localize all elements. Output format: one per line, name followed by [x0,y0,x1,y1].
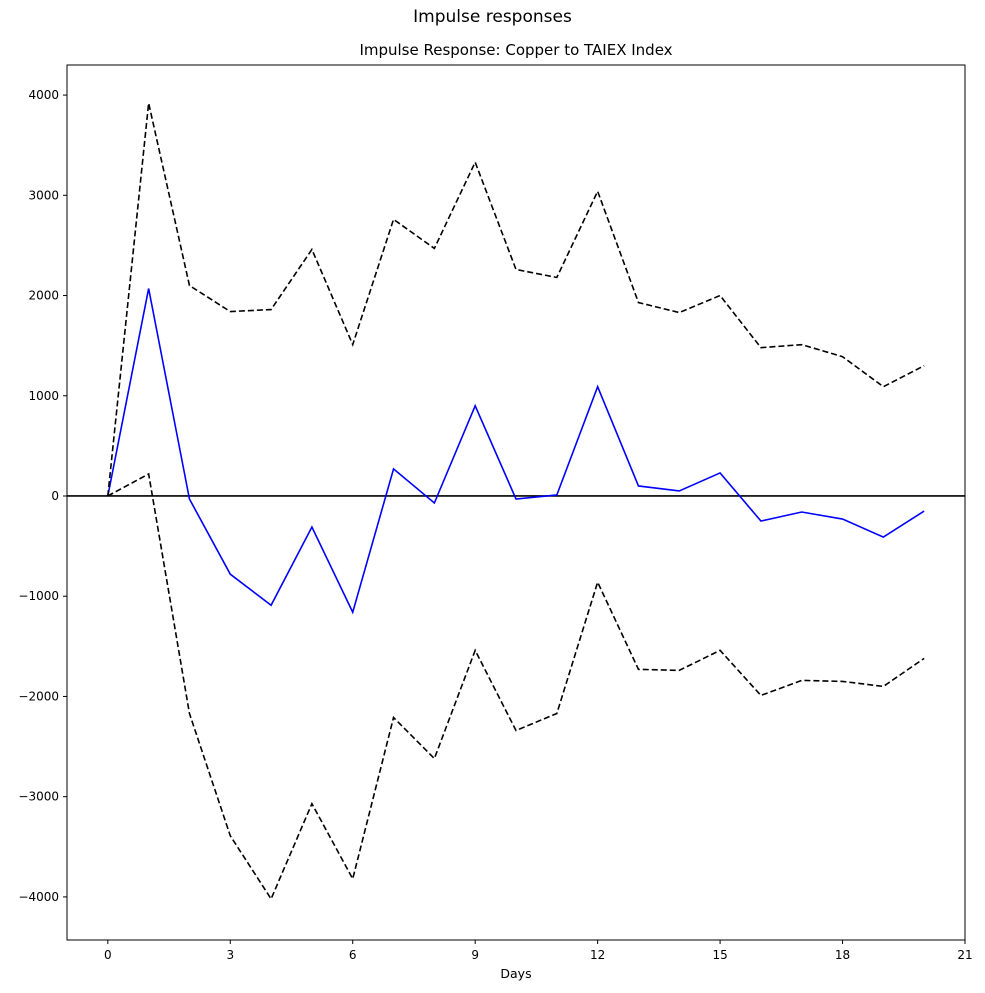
y-tick-label: −2000 [18,689,59,703]
chart-title: Impulse Response: Copper to TAIEX Index [359,41,673,59]
y-tick-label: 0 [51,489,59,503]
x-tick-label: 9 [471,948,479,962]
x-axis-label: Days [500,966,532,981]
y-tick-label: 3000 [28,188,59,202]
x-tick-label: 21 [957,948,972,962]
x-tick-label: 3 [226,948,234,962]
upper-bound-line [107,102,925,497]
y-tick-label: 4000 [28,88,59,102]
response-line [107,288,925,615]
x-tick-label: 15 [712,948,727,962]
x-tick-label: 0 [104,948,112,962]
x-tick-label: 6 [349,948,357,962]
plot-area-frame [66,64,966,941]
x-tick-label: 18 [835,948,850,962]
y-tick-label: −4000 [18,890,59,904]
y-tick-label: −1000 [18,589,59,603]
y-tick-label: 1000 [28,389,59,403]
x-tick-label: 12 [590,948,605,962]
figure-suptitle: Impulse responses [413,7,572,27]
y-tick-label: 2000 [28,289,59,303]
lower-bound-line [107,472,925,901]
y-tick-label: −3000 [18,790,59,804]
